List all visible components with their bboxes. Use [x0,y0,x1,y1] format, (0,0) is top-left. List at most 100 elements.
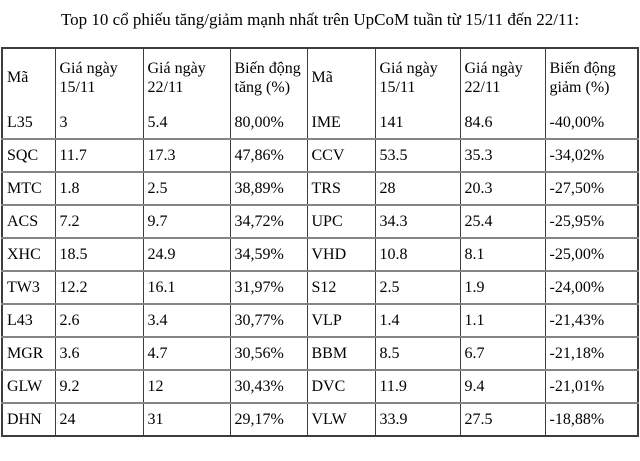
table-cell: 12.2 [54,271,143,304]
table-cell: 31 [142,403,230,436]
table-cell: 1.9 [459,271,545,304]
table-cell: MGR [1,337,55,370]
table-cell: 25.4 [459,205,545,238]
table-cell: 3.4 [142,304,230,337]
stocks-table: Mã Giá ngày 15/11 Giá ngày 22/11 Biến động … [1,47,639,437]
table-cell: -40,00% [544,106,638,139]
table-cell: DHN [1,403,55,436]
table-cell: 24.9 [142,238,230,271]
column-header: Mã [306,48,375,106]
table-cell: 1.4 [374,304,460,337]
table-cell: BBM [306,337,375,370]
table-cell: 9.2 [54,370,143,403]
column-header: Giá ngày 15/11 [54,48,143,106]
table-cell: -34,02% [544,139,638,172]
table-cell: -21,18% [544,337,638,370]
table-cell: CCV [306,139,375,172]
table-cell: S12 [306,271,375,304]
table-cell: 7.2 [54,205,143,238]
table-row: MGR 3.6 4.7 30,56% BBM 8.5 6.7 -21,18% [1,337,638,370]
table-cell: 33.9 [374,403,460,436]
table-cell: 80,00% [229,106,307,139]
table-cell: -25,00% [544,238,638,271]
table-cell: 2.6 [54,304,143,337]
table-cell: 2.5 [374,271,460,304]
table-cell: 20.3 [459,172,545,205]
table-cell: 84.6 [459,106,545,139]
table-cell: 11.9 [374,370,460,403]
table-cell: 53.5 [374,139,460,172]
table-cell: -24,00% [544,271,638,304]
table-cell: -21,43% [544,304,638,337]
table-cell: L43 [1,304,55,337]
table-cell: 11.7 [54,139,143,172]
table-cell: 34,72% [229,205,307,238]
table-cell: UPC [306,205,375,238]
table-row: DHN 24 31 29,17% VLW 33.9 27.5 -18,88% [1,403,638,436]
table-row: SQC 11.7 17.3 47,86% CCV 53.5 35.3 -34,02% [1,139,638,172]
column-header: Mã [1,48,55,106]
column-header: Giá ngày 22/11 [142,48,230,106]
table-cell: 3.6 [54,337,143,370]
table-cell: 2.5 [142,172,230,205]
table-cell: 3 [54,106,143,139]
table-cell: -18,88% [544,403,638,436]
table-cell: 16.1 [142,271,230,304]
table-cell: 38,89% [229,172,307,205]
table-cell: IME [306,106,375,139]
table-cell: 8.5 [374,337,460,370]
table-cell: 30,43% [229,370,307,403]
table-cell: VLW [306,403,375,436]
column-header: Biến động tăng (%) [229,48,307,106]
table-cell: TW3 [1,271,55,304]
table-cell: 31,97% [229,271,307,304]
table-cell: -21,01% [544,370,638,403]
table-cell: 9.7 [142,205,230,238]
table-cell: MTC [1,172,55,205]
table-cell: -25,95% [544,205,638,238]
table-cell: 34.3 [374,205,460,238]
table-row: MTC 1.8 2.5 38,89% TRS 28 20.3 -27,50% [1,172,638,205]
table-cell: 27.5 [459,403,545,436]
table-cell: 47,86% [229,139,307,172]
table-cell: 35.3 [459,139,545,172]
table-cell: 5.4 [142,106,230,139]
table-header: Mã Giá ngày 15/11 Giá ngày 22/11 Biến động … [1,48,638,106]
table-cell: VHD [306,238,375,271]
table-cell: 24 [54,403,143,436]
table-cell: TRS [306,172,375,205]
table-cell: 6.7 [459,337,545,370]
table-cell: -27,50% [544,172,638,205]
table-cell: 1.8 [54,172,143,205]
table-cell: ACS [1,205,55,238]
table-cell: VLP [306,304,375,337]
table-cell: 30,56% [229,337,307,370]
table-cell: XHC [1,238,55,271]
table-cell: GLW [1,370,55,403]
table-cell: 8.1 [459,238,545,271]
column-header: Biến động giảm (%) [544,48,638,106]
table-row: ACS 7.2 9.7 34,72% UPC 34.3 25.4 -25,95% [1,205,638,238]
table-cell: 28 [374,172,460,205]
table-row: L35 3 5.4 80,00% IME 141 84.6 -40,00% [1,106,638,139]
table-cell: SQC [1,139,55,172]
table-row: GLW 9.2 12 30,43% DVC 11.9 9.4 -21,01% [1,370,638,403]
table-row: XHC 18.5 24.9 34,59% VHD 10.8 8.1 -25,00% [1,238,638,271]
table-cell: L35 [1,106,55,139]
table-body: L35 3 5.4 80,00% IME 141 84.6 -40,00% SQC 11.7 17.… [1,106,638,436]
table-cell: 30,77% [229,304,307,337]
column-header: Giá ngày 22/11 [459,48,545,106]
table-cell: 29,17% [229,403,307,436]
table-cell: DVC [306,370,375,403]
table-row: TW3 12.2 16.1 31,97% S12 2.5 1.9 -24,00% [1,271,638,304]
header-row: Mã Giá ngày 15/11 Giá ngày 22/11 Biến động … [1,48,638,106]
page-title: Top 10 cổ phiếu tăng/giảm mạnh nhất trên… [60,10,580,29]
table-cell: 34,59% [229,238,307,271]
table-cell: 18.5 [54,238,143,271]
table-cell: 1.1 [459,304,545,337]
table-cell: 141 [374,106,460,139]
table-cell: 9.4 [459,370,545,403]
table-cell: 12 [142,370,230,403]
table-cell: 17.3 [142,139,230,172]
